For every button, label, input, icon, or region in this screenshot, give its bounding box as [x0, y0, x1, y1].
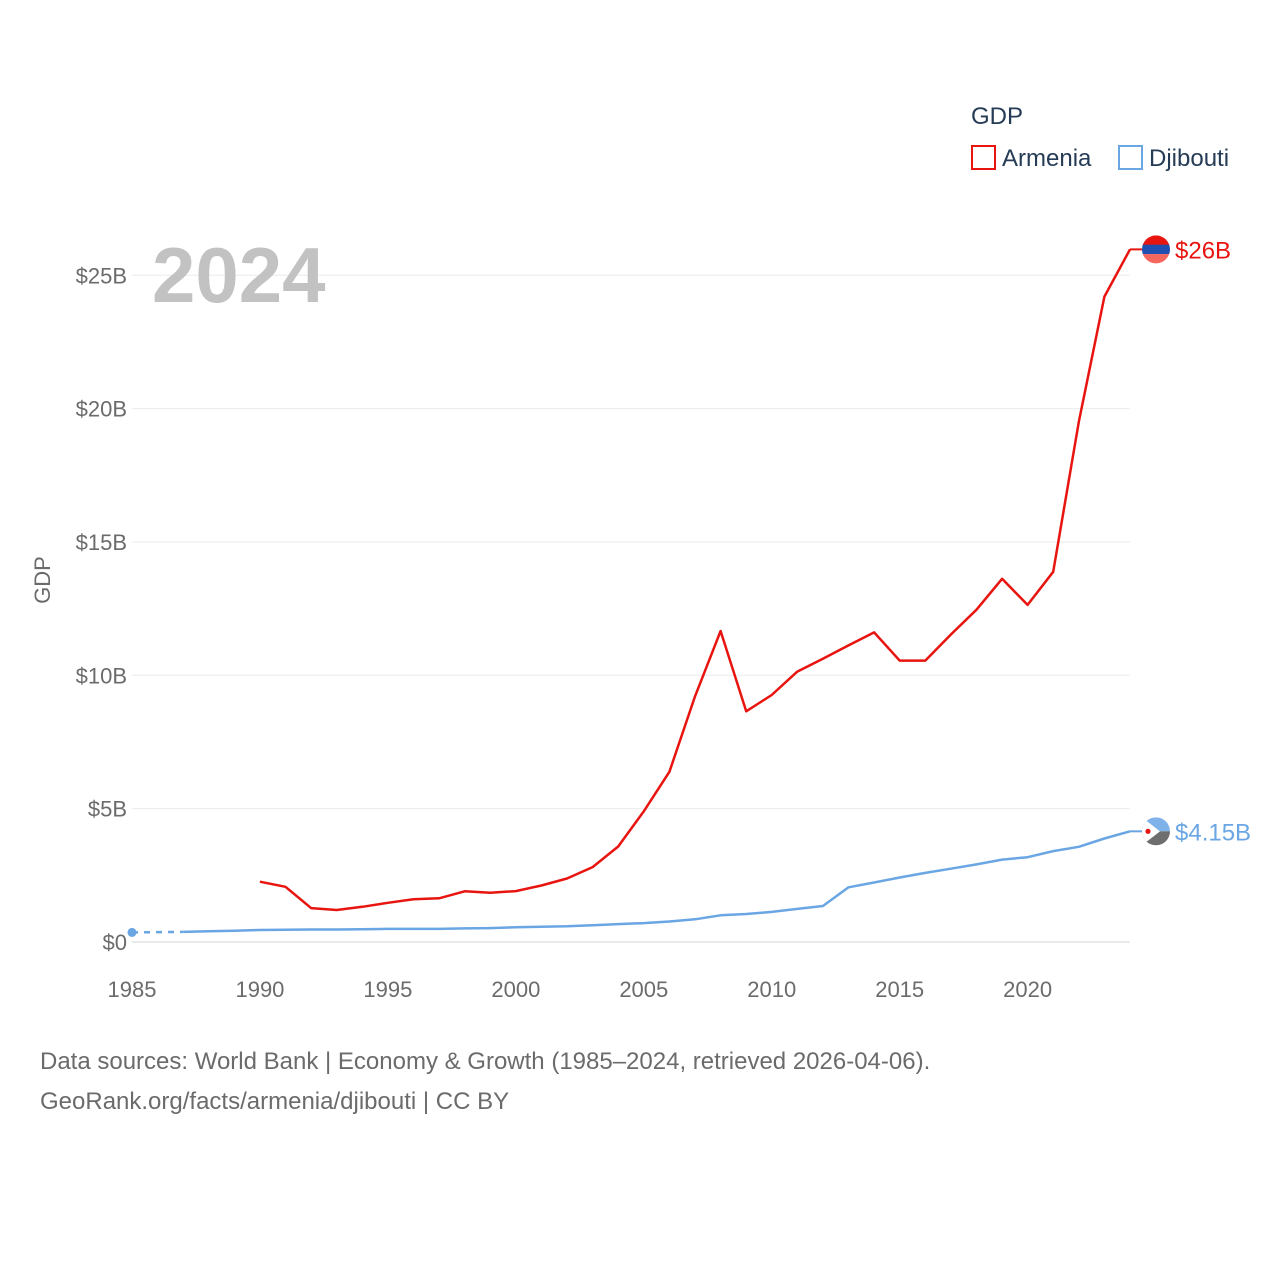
series-start-dot-djibouti [127, 927, 137, 937]
x-tick-label: 2005 [619, 977, 668, 1002]
x-axis-ticks: 1985 1990 1995 2000 2005 2010 2015 2020 [108, 977, 1053, 1002]
x-tick-label: 1985 [108, 977, 157, 1002]
end-value-label-djibouti: $4.15B [1175, 819, 1251, 846]
flag-icon-djibouti [1142, 817, 1170, 846]
legend: GDP Armenia Djibouti [971, 103, 1229, 172]
y-tick-label: $20B [76, 397, 127, 422]
y-tick-label: $5B [88, 797, 127, 822]
footer-attribution-line: GeoRank.org/facts/armenia/djibouti | CC … [40, 1088, 510, 1115]
footer-sources-line: Data sources: World Bank | Economy & Gro… [40, 1048, 931, 1075]
x-tick-label: 2000 [491, 977, 540, 1002]
x-tick-label: 2015 [875, 977, 924, 1002]
y-axis-ticks: $0 $5B $10B $15B $20B $25B [76, 263, 127, 955]
legend-label-armenia: Armenia [1002, 145, 1092, 172]
footer-source: Data sources: World Bank | Economy & Gro… [40, 1042, 930, 1122]
series-line-djibouti [183, 830, 1131, 934]
y-axis-title: GDP [30, 556, 55, 604]
flag-icon-armenia [1142, 235, 1170, 264]
series-line-armenia [259, 248, 1132, 912]
legend-swatch-armenia [971, 145, 996, 170]
x-tick-label: 1990 [235, 977, 284, 1002]
x-tick-label: 2020 [1003, 977, 1052, 1002]
y-tick-label: $10B [76, 663, 127, 688]
end-value-label-armenia: $26B [1175, 237, 1231, 264]
y-tick-label: $25B [76, 263, 127, 288]
series-line-djibouti-dashed [131, 930, 184, 934]
legend-title: GDP [971, 103, 1023, 130]
y-tick-label: $0 [103, 930, 127, 955]
legend-item-djibouti[interactable]: Djibouti [1118, 145, 1229, 172]
gdp-line-chart: $0 $5B $10B $15B $20B $25B 1985 1990 1995 2000 20… [30, 103, 1251, 1002]
x-tick-label: 1995 [363, 977, 412, 1002]
legend-label-djibouti: Djibouti [1149, 145, 1229, 172]
x-tick-label: 2010 [747, 977, 796, 1002]
end-markers: $26B $4.15B [1130, 235, 1251, 846]
y-tick-label: $15B [76, 530, 127, 555]
year-label: 2024 [152, 231, 326, 319]
series-lines [127, 248, 1132, 937]
grid-lines [132, 274, 1130, 943]
legend-item-armenia[interactable]: Armenia [971, 145, 1092, 172]
legend-swatch-djibouti [1118, 145, 1143, 170]
